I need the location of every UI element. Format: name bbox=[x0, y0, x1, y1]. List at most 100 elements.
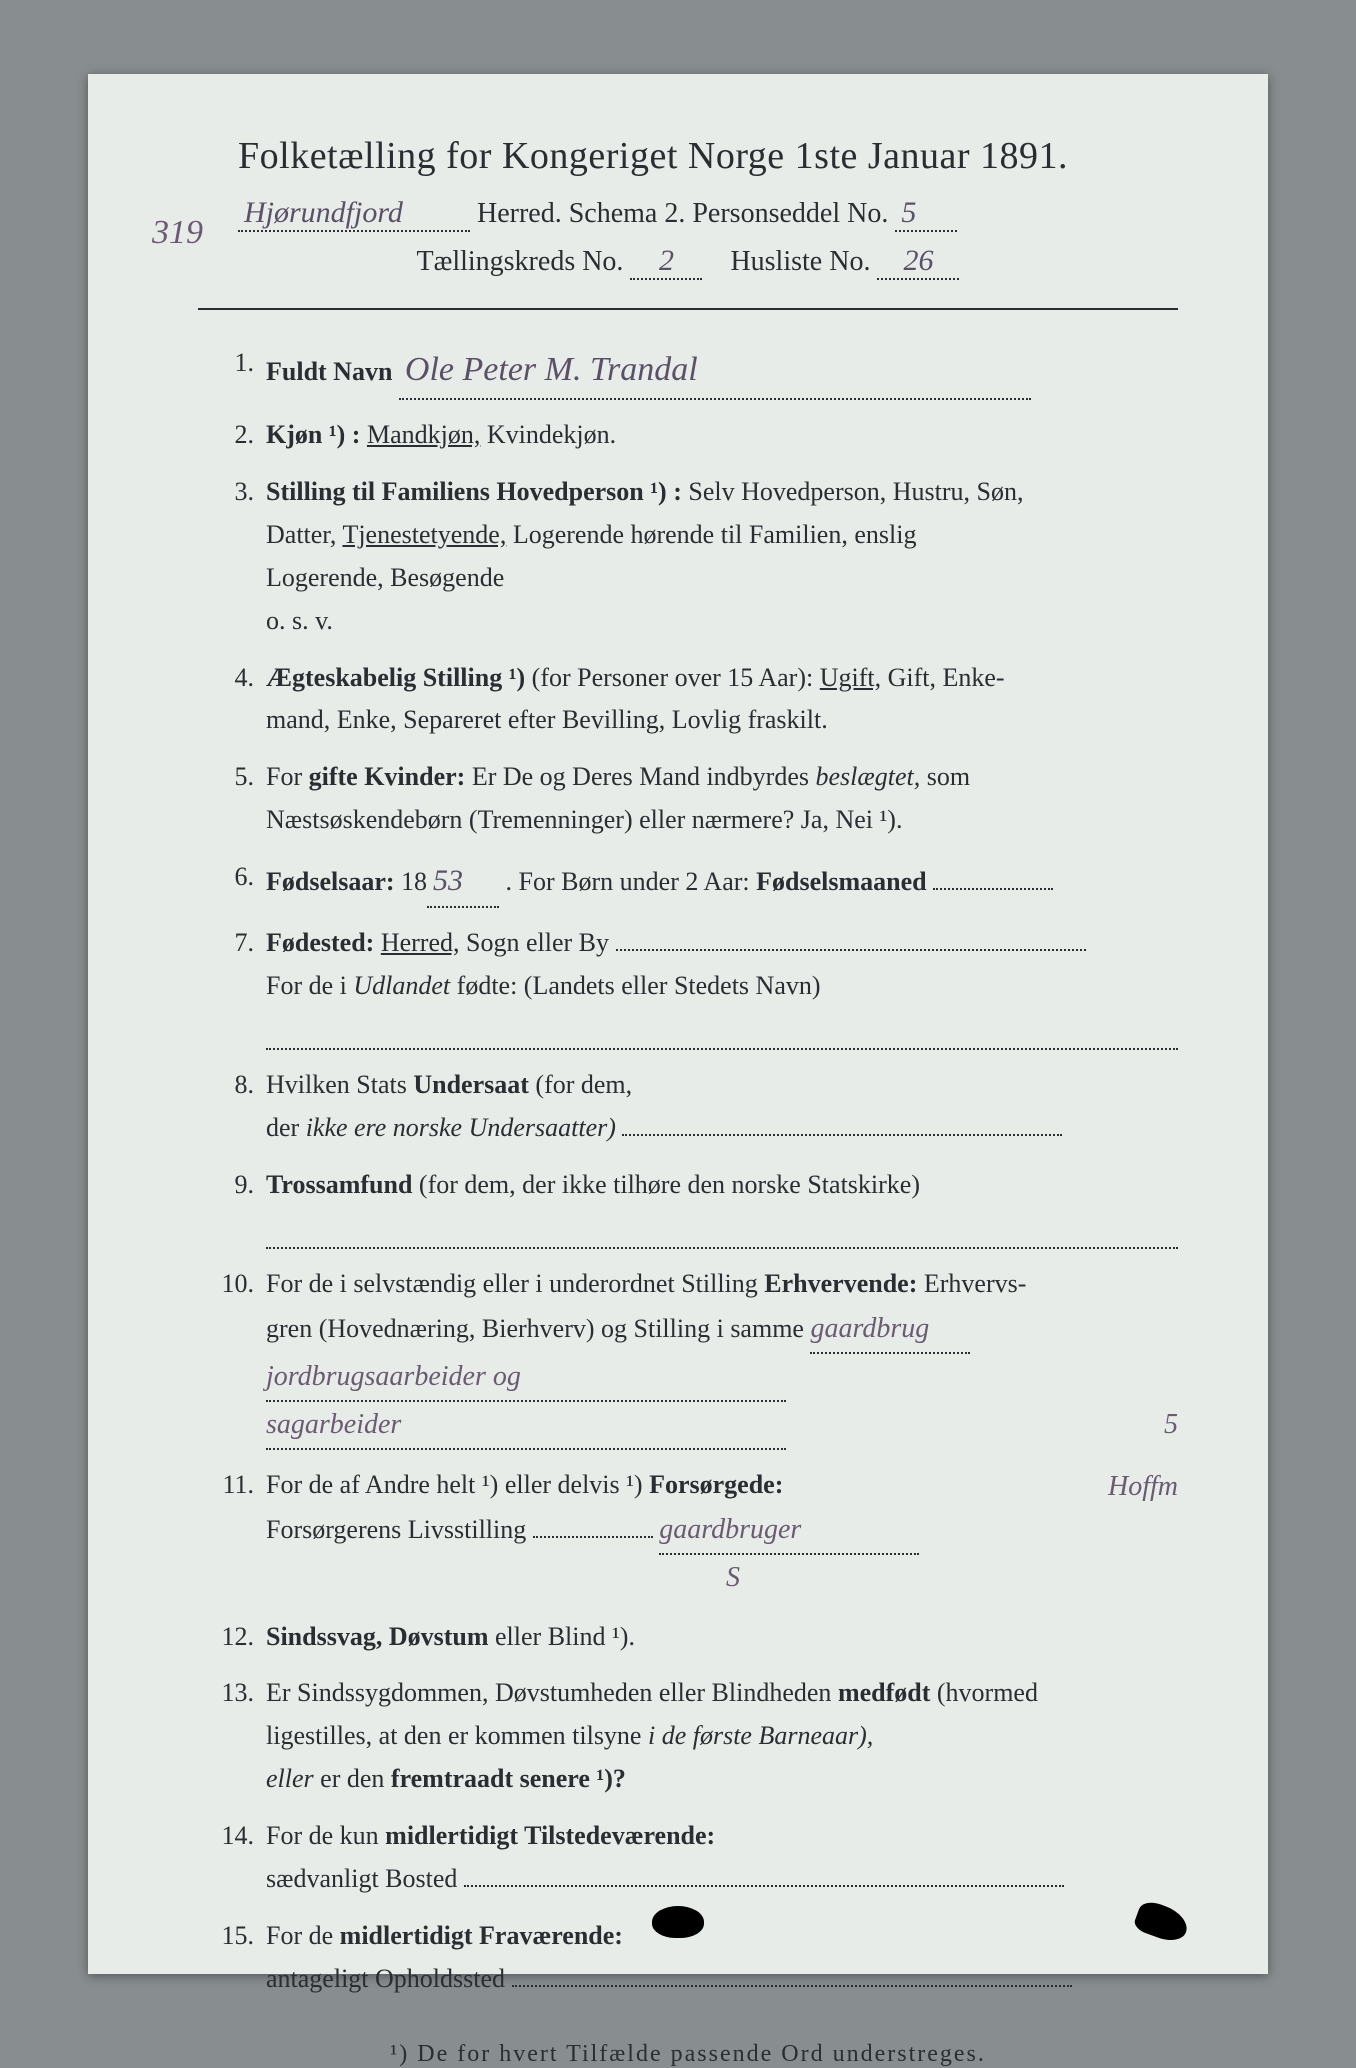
opholdssted-blank bbox=[512, 1959, 1072, 1987]
item-10: 10. For de i selvstændig eller i underor… bbox=[198, 1263, 1178, 1450]
item-9: 9. Trossamfund (for dem, der ikke tilhør… bbox=[198, 1164, 1178, 1249]
item-4-rest2: mand, Enke, Separeret efter Bevilling, L… bbox=[266, 705, 828, 734]
item-11-hw-side: Hoffm bbox=[1108, 1464, 1178, 1510]
scan-artifacts bbox=[88, 1906, 1268, 1938]
item-8-ital: ikke ere norske Undersaatter) bbox=[306, 1113, 616, 1142]
item-3-label: Stilling til Familiens Hovedperson ¹) : bbox=[266, 477, 682, 506]
item-13-ital2: eller bbox=[266, 1764, 314, 1793]
item-7-rest1: Sogn eller By bbox=[466, 928, 609, 957]
item-7-num: 7. bbox=[198, 922, 266, 965]
item-6-num: 6. bbox=[198, 856, 266, 899]
item-8-bold: Undersaat bbox=[413, 1070, 529, 1099]
item-7-label: Fødested: bbox=[266, 928, 374, 957]
item-2-num: 2. bbox=[198, 414, 266, 457]
item-10-hw1: gaardbrug bbox=[810, 1306, 970, 1354]
item-13-num: 13. bbox=[198, 1672, 266, 1715]
item-12-bold: Sindssvag, Døvstum bbox=[266, 1622, 489, 1651]
item-13-ital: i de første Barneaar), bbox=[648, 1721, 873, 1750]
item-13-line1b: (hvormed bbox=[937, 1678, 1038, 1707]
item-5-ital: beslægtet, bbox=[816, 762, 921, 791]
item-11-hw: gaardbruger bbox=[659, 1507, 919, 1555]
item-10-hw-side: 5 bbox=[1164, 1402, 1178, 1448]
item-13-bold2: fremtraadt senere ¹)? bbox=[391, 1764, 626, 1793]
undersaat-blank bbox=[622, 1108, 1062, 1136]
item-4-rest1b: Gift, Enke- bbox=[888, 663, 1005, 692]
item-8-line1b: (for dem, bbox=[535, 1070, 632, 1099]
item-14-num: 14. bbox=[198, 1815, 266, 1858]
item-2: 2. Kjøn ¹) : Mandkjøn, Kvindekjøn. bbox=[198, 414, 1178, 457]
item-3-rest2b: Logerende hørende til Familien, enslig bbox=[513, 520, 917, 549]
item-13-line3b: er den bbox=[320, 1764, 391, 1793]
item-10-line1a: For de i selvstændig eller i underordnet… bbox=[266, 1269, 764, 1298]
item-2-underlined: Mandkjøn, bbox=[367, 420, 480, 449]
item-8: 8. Hvilken Stats Undersaat (for dem, der… bbox=[198, 1064, 1178, 1150]
item-6-bold: Fødselsmaaned bbox=[756, 867, 926, 896]
item-11-bold: Forsørgede: bbox=[649, 1470, 783, 1499]
item-3-underlined: Tjenestetyende, bbox=[342, 520, 506, 549]
divider-rule bbox=[198, 308, 1178, 310]
fodested-blank bbox=[616, 923, 1086, 951]
item-8-line1: Hvilken Stats bbox=[266, 1070, 413, 1099]
item-5-lead: For bbox=[266, 762, 309, 791]
husliste-no-handwritten: 26 bbox=[877, 244, 959, 280]
item-7-ital: Udlandet bbox=[353, 971, 450, 1000]
blob-center bbox=[652, 1906, 704, 1938]
item-12: 12. Sindssvag, Døvstum eller Blind ¹). bbox=[198, 1616, 1178, 1659]
item-11: 11. For de af Andre helt ¹) eller delvis… bbox=[198, 1464, 1178, 1601]
item-10-hw3: sagarbeider bbox=[266, 1402, 786, 1450]
item-5-rest1: Er De og Deres Mand indbyrdes bbox=[472, 762, 816, 791]
personseddel-no-handwritten: 5 bbox=[895, 196, 957, 232]
udlandet-blank bbox=[266, 1011, 1178, 1049]
fodselsmaaned-blank bbox=[933, 862, 1053, 890]
item-4-underlined: Ugift, bbox=[820, 663, 881, 692]
item-1: 1. Fuldt Navn Ole Peter M. Trandal bbox=[198, 342, 1178, 400]
census-form-page: 319 Folketælling for Kongeriget Norge 1s… bbox=[88, 74, 1268, 1974]
item-6: 6. Fødselsaar: 1853 . For Børn under 2 A… bbox=[198, 856, 1178, 908]
item-12-num: 12. bbox=[198, 1616, 266, 1659]
item-5-rest2: Næstsøskendebørn (Tremenninger) eller næ… bbox=[266, 805, 902, 834]
item-4: 4. Ægteskabelig Stilling ¹) (for Persone… bbox=[198, 657, 1178, 743]
taellingskreds-label: Tællingskreds No. bbox=[417, 246, 624, 277]
item-7-rest2: For de i bbox=[266, 971, 353, 1000]
header-line-1: Hjørundfjord Herred. Schema 2. Personsed… bbox=[238, 196, 1178, 232]
item-14-lead: For de kun bbox=[266, 1821, 385, 1850]
item-5-bold: gifte Kvinder: bbox=[309, 762, 466, 791]
item-13-line1a: Er Sindssygdommen, Døvstumheden eller Bl… bbox=[266, 1678, 838, 1707]
item-15-line2: antageligt Opholdssted bbox=[266, 1964, 505, 1993]
trossamfund-blank bbox=[266, 1210, 1178, 1248]
item-8-line2: der bbox=[266, 1113, 306, 1142]
item-1-label: Fuldt Navn bbox=[266, 357, 392, 386]
item-3: 3. Stilling til Familiens Hovedperson ¹)… bbox=[198, 471, 1178, 643]
item-8-num: 8. bbox=[198, 1064, 266, 1107]
item-14-line2: sædvanligt Bosted bbox=[266, 1864, 457, 1893]
item-9-rest: (for dem, der ikke tilhøre den norske St… bbox=[419, 1170, 920, 1199]
item-6-label: Fødselsaar: bbox=[266, 867, 395, 896]
fuldt-navn-handwritten: Ole Peter M. Trandal bbox=[399, 342, 1031, 400]
item-5-rest1b: som bbox=[927, 762, 970, 791]
item-5: 5. For gifte Kvinder: Er De og Deres Man… bbox=[198, 756, 1178, 842]
item-7-rest2b: fødte: (Landets eller Stedets Navn) bbox=[457, 971, 821, 1000]
item-6-rest: . For Børn under 2 Aar: bbox=[506, 867, 757, 896]
item-1-num: 1. bbox=[198, 342, 266, 385]
item-7-underlined: Herred, bbox=[381, 928, 460, 957]
item-10-hw2: jordbrugsaarbeider og bbox=[266, 1354, 786, 1402]
item-2-label: Kjøn ¹) : bbox=[266, 420, 360, 449]
taellingskreds-no-handwritten: 2 bbox=[630, 244, 702, 280]
item-10-line2: gren (Hovednæring, Bierhverv) og Stillin… bbox=[266, 1314, 804, 1343]
item-13-bold: medfødt bbox=[838, 1678, 930, 1707]
margin-number-handwritten: 319 bbox=[152, 214, 203, 252]
item-4-label: Ægteskabelig Stilling ¹) bbox=[266, 663, 525, 692]
item-12-rest: eller Blind ¹). bbox=[495, 1622, 635, 1651]
item-10-line1b: Erhvervs- bbox=[924, 1269, 1027, 1298]
item-13: 13. Er Sindssygdommen, Døvstumheden elle… bbox=[198, 1672, 1178, 1801]
form-title: Folketælling for Kongeriget Norge 1ste J… bbox=[238, 134, 1178, 178]
item-11-hw-below: S bbox=[726, 1562, 740, 1593]
husliste-label: Husliste No. bbox=[730, 246, 870, 277]
item-3-rest3: Logerende, Besøgende bbox=[266, 563, 504, 592]
bosted-blank bbox=[464, 1859, 1064, 1887]
item-10-num: 10. bbox=[198, 1263, 266, 1306]
item-11-num: 11. bbox=[198, 1464, 266, 1507]
forsorger-blank bbox=[533, 1510, 653, 1538]
item-6-prefix: 18 bbox=[401, 867, 427, 896]
item-5-num: 5. bbox=[198, 756, 266, 799]
